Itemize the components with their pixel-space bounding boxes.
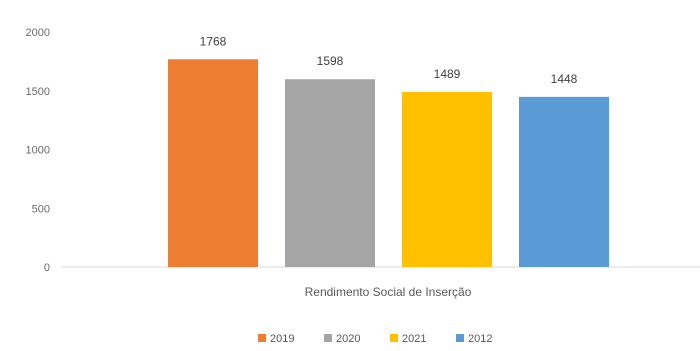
y-tick-label: 0 bbox=[44, 262, 50, 274]
bar-2012 bbox=[519, 96, 609, 267]
legend-label: 2020 bbox=[336, 333, 360, 345]
bar-2020 bbox=[285, 79, 375, 267]
y-tick-label: 1000 bbox=[26, 145, 50, 157]
legend: 2019 2020 2021 2012 bbox=[258, 333, 492, 345]
legend-swatch-2020 bbox=[324, 334, 332, 342]
bar-value-label: 1768 bbox=[200, 34, 227, 48]
bar-group bbox=[168, 59, 609, 268]
legend-swatch-2021 bbox=[390, 334, 398, 342]
y-tick-label: 1500 bbox=[26, 86, 50, 98]
bar-value-label: 1448 bbox=[551, 72, 578, 86]
y-tick-label: 2000 bbox=[26, 27, 50, 39]
y-tick-label: 500 bbox=[32, 203, 50, 215]
legend-swatch-2019 bbox=[258, 334, 266, 342]
x-category-label: Rendimento Social de Inserção bbox=[305, 285, 472, 299]
legend-label: 2019 bbox=[270, 333, 294, 345]
legend-label: 2021 bbox=[402, 333, 426, 345]
bar-2019 bbox=[168, 59, 258, 268]
y-axis: 0 500 1000 1500 2000 bbox=[26, 27, 50, 274]
value-labels: 1768 1598 1489 1448 bbox=[200, 34, 578, 86]
bar-2021 bbox=[402, 92, 492, 267]
bar-value-label: 1489 bbox=[434, 67, 461, 81]
legend-swatch-2012 bbox=[456, 334, 464, 342]
bar-value-label: 1598 bbox=[317, 54, 344, 68]
legend-label: 2012 bbox=[468, 333, 492, 345]
